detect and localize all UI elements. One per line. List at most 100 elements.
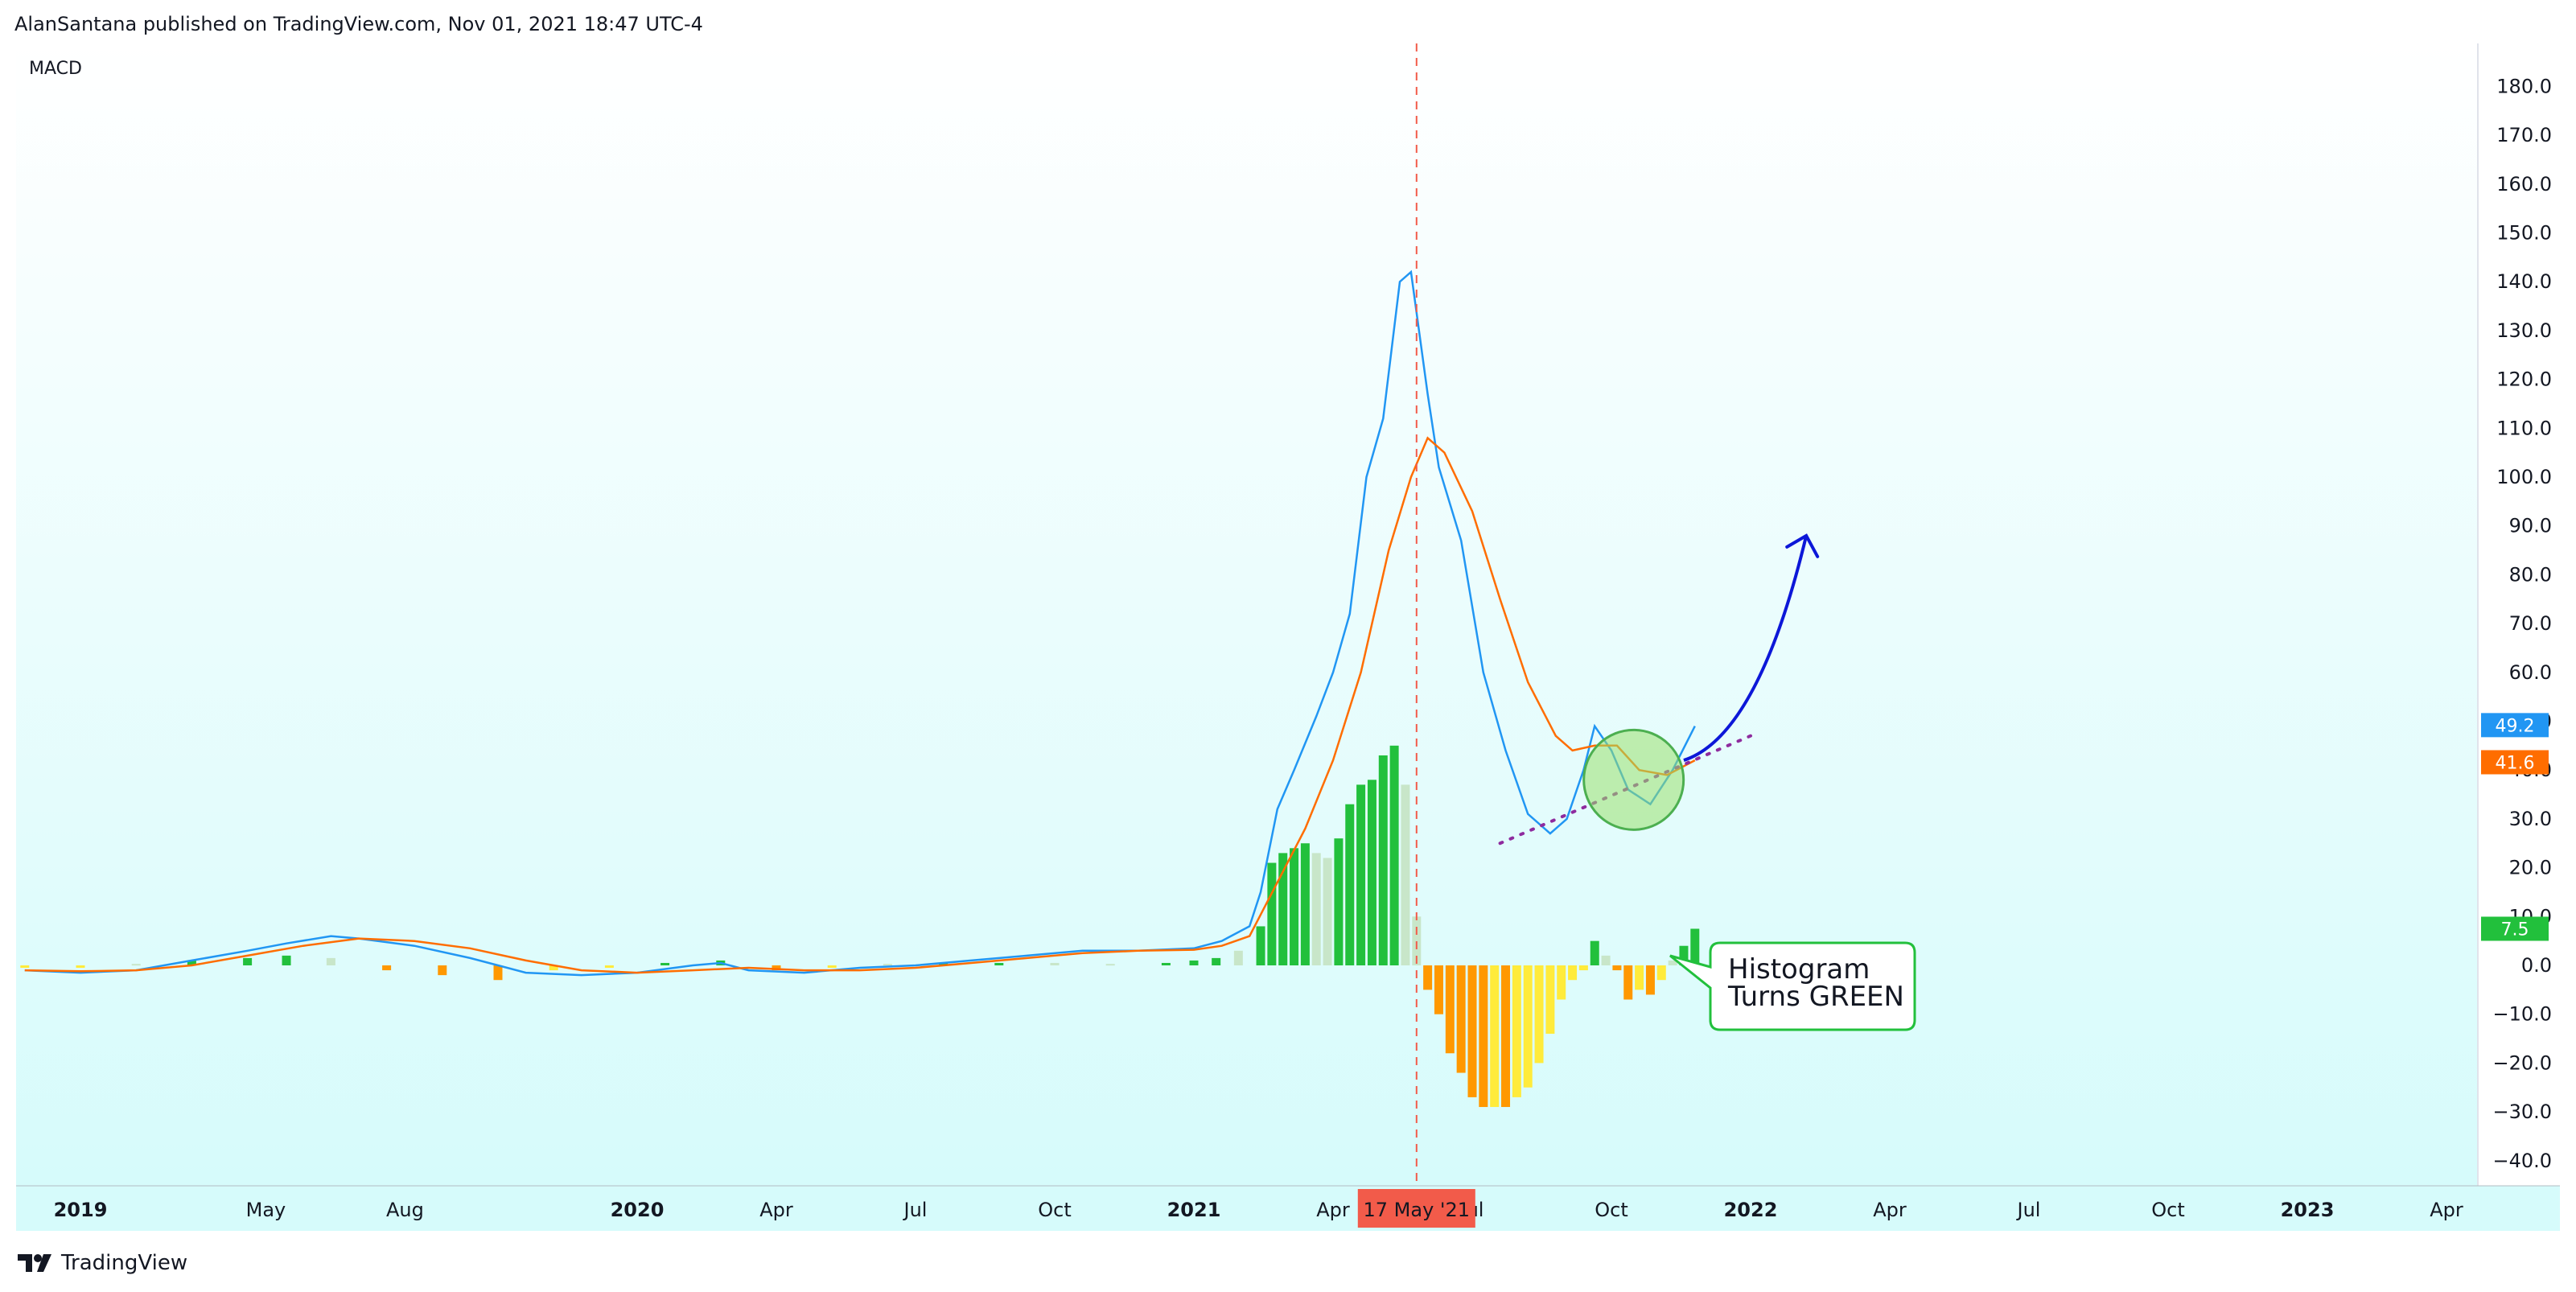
histogram-bar: [1568, 965, 1578, 981]
y-tick-label: 160.0: [2496, 173, 2552, 195]
x-tick-label: Apr: [1316, 1199, 1350, 1221]
x-tick-label: Aug: [386, 1199, 424, 1221]
signal-line: [24, 436, 1696, 974]
histogram-bar: [1105, 964, 1115, 966]
y-tick-label: 100.0: [2496, 466, 2552, 488]
x-tick-label: Oct: [2151, 1199, 2185, 1221]
histogram-bar: [1050, 962, 1060, 965]
crosshair-time-badge: [1357, 1189, 1475, 1228]
histogram-bar: [1612, 965, 1622, 971]
histogram-bar: [1512, 965, 1521, 1097]
histogram-bar: [1256, 926, 1265, 965]
histogram-bar: [187, 960, 196, 965]
histogram-bar: [1557, 965, 1566, 1000]
histogram-bar: [1189, 960, 1199, 965]
histogram-bar: [1679, 945, 1689, 965]
y-tick-label: 150.0: [2496, 222, 2552, 245]
histogram-bar: [438, 965, 447, 976]
histogram-bar: [1389, 745, 1399, 965]
histogram-bar: [1233, 950, 1243, 965]
y-tick-label: 60.0: [2509, 661, 2552, 684]
y-tick-label: 20.0: [2509, 857, 2552, 879]
histogram-bar: [1690, 928, 1700, 965]
histogram-bar: [1345, 804, 1355, 965]
histogram-bar: [1601, 955, 1611, 965]
histogram-bar: [1323, 858, 1332, 965]
up-arrow-head: [1785, 533, 1820, 558]
histogram-bar: [660, 962, 670, 965]
histogram-bar: [20, 965, 30, 969]
histogram-bar: [883, 964, 892, 966]
y-axis: 180.0 170.0 160.0 150.0 140.0 130.0 120.0 110.0…: [2481, 75, 2552, 1172]
y-tick-label: 140.0: [2496, 270, 2552, 293]
footer-brand: TradingView: [16, 1247, 187, 1279]
histogram-bar: [1534, 965, 1544, 1064]
y-tick-label: 130.0: [2496, 319, 2552, 342]
x-axis: 2019 May Aug 2020 Apr Jul Oct 2021 Apr Jul Oct 2022…: [54, 1189, 2463, 1228]
histogram-bar: [382, 965, 392, 971]
chart-pane-background: [16, 43, 2478, 1186]
x-tick-label: 2022: [1724, 1199, 1778, 1221]
histogram-bar: [604, 965, 614, 969]
callout-text-line: Turns GREEN: [1727, 981, 1904, 1013]
histogram-bar: [1334, 838, 1344, 965]
histogram-bar: [772, 965, 781, 971]
y-tick-label: 90.0: [2509, 515, 2552, 537]
histogram-bar: [1311, 853, 1321, 965]
x-tick-label: 2023: [2281, 1199, 2335, 1221]
y-tick-label: 170.0: [2496, 124, 2552, 146]
histogram-bar: [1590, 940, 1599, 965]
y-tick-label: −10.0: [2492, 1003, 2552, 1026]
histogram-bar: [1212, 957, 1221, 965]
lines-group: [24, 270, 1696, 977]
histogram-bar: [994, 962, 1004, 965]
price-badge-label: 7.5: [2501, 920, 2529, 940]
histogram-bar: [1467, 965, 1477, 1097]
price-badge-label: 49.2: [2496, 716, 2535, 736]
histogram-bar: [131, 964, 141, 966]
histogram-bar: [1161, 962, 1171, 965]
y-tick-label: 180.0: [2496, 75, 2552, 97]
histogram-bar: [1300, 843, 1310, 965]
callout-text-line: Histogram: [1728, 953, 1870, 985]
histogram-bar: [1278, 853, 1288, 965]
histogram-bar: [1623, 965, 1633, 1000]
x-tick-label: Oct: [1038, 1199, 1072, 1221]
histogram-bar: [1645, 965, 1655, 995]
y-tick-label: 110.0: [2496, 417, 2552, 439]
histogram-bar: [1456, 965, 1466, 1073]
crosshair-time-label: 17 May '21: [1364, 1199, 1471, 1221]
x-tick-label: 2019: [54, 1199, 108, 1221]
histogram-bar: [243, 957, 253, 965]
pane-title: MACD: [29, 59, 82, 79]
histogram-bar: [1635, 965, 1644, 990]
histogram-bar: [493, 965, 503, 981]
histogram-bar: [1479, 965, 1488, 1108]
y-tick-label: 120.0: [2496, 368, 2552, 391]
histogram-bar: [1656, 965, 1666, 981]
histogram-bar: [939, 962, 949, 965]
histogram-bar: [1434, 965, 1443, 1014]
histogram-bar: [1668, 960, 1677, 965]
histogram-bar: [1267, 862, 1277, 965]
x-tick-label: May: [246, 1199, 286, 1221]
y-tick-label: 80.0: [2509, 563, 2552, 586]
histogram-bar: [1378, 755, 1388, 965]
histogram-bar: [1290, 848, 1299, 965]
histogram-bar: [282, 955, 291, 965]
histogram-bar: [1578, 965, 1588, 971]
price-axis-background: [2478, 43, 2560, 1186]
time-axis-background: [16, 1186, 2560, 1231]
x-tick-label: Jul: [2016, 1199, 2041, 1221]
x-tick-label: Apr: [1873, 1199, 1907, 1221]
x-tick-label: Jul: [903, 1199, 928, 1221]
y-tick-label: −30.0: [2492, 1101, 2552, 1123]
histogram-group: [20, 745, 1700, 1108]
tradingview-logo-icon: [18, 1254, 51, 1272]
histogram-bar: [1412, 916, 1422, 965]
price-badge-label: 41.6: [2496, 753, 2535, 773]
histogram-bar: [1423, 965, 1433, 990]
histogram-bar: [827, 965, 837, 969]
